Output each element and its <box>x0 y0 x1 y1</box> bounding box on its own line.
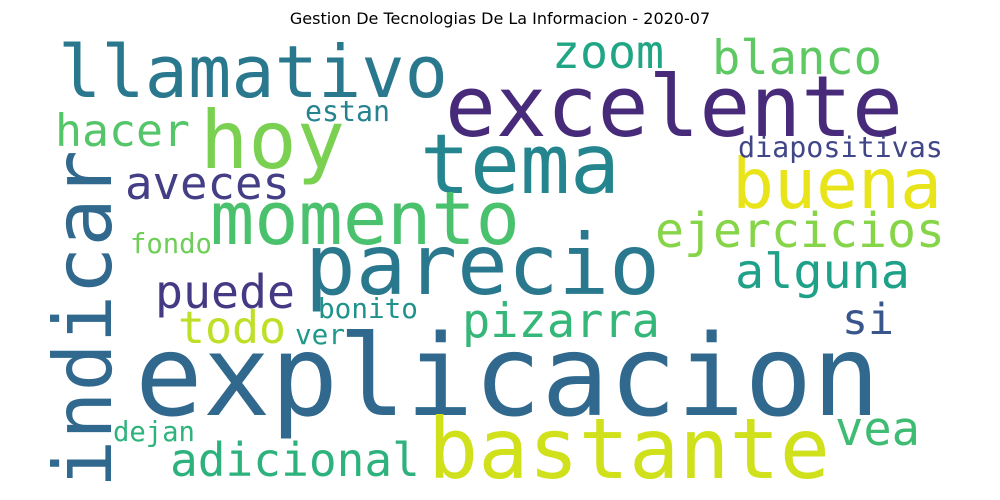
word-buena: buena <box>732 144 942 226</box>
word-zoom: zoom <box>552 24 664 79</box>
chart-title: Gestion De Tecnologias De La Informacion… <box>289 9 711 28</box>
word-puede: puede <box>155 264 295 319</box>
word-bastante: bastante <box>428 401 830 499</box>
word-explicacion: explicacion <box>135 310 880 442</box>
word-si: si <box>842 295 894 346</box>
word-vea: vea <box>835 402 920 458</box>
word-ver: ver <box>295 318 345 352</box>
word-tema: tema <box>420 116 620 214</box>
word-estan: estan <box>305 95 390 129</box>
word-dejan: dejan <box>113 417 195 449</box>
word-ejercicios: ejercicios <box>655 202 945 259</box>
word-todo: todo <box>178 300 286 354</box>
word-fondo: fondo <box>130 229 212 261</box>
word-llamativo: llamativo <box>58 29 448 114</box>
word-hoy: hoy <box>200 92 345 187</box>
word-aveces: aveces <box>125 157 290 211</box>
word-diapositivas: diapositivas <box>738 130 943 164</box>
word-hacer: hacer <box>55 103 190 157</box>
word-blanco: blanco <box>712 31 882 87</box>
word-pizarra: pizarra <box>462 293 660 349</box>
word-parecio: parecio <box>305 215 660 314</box>
word-bonito: bonito <box>318 292 418 326</box>
word-momento: momento <box>210 177 520 263</box>
word-adicional: adicional <box>170 432 420 487</box>
word-excelente: excelente <box>445 57 903 156</box>
word-alguna: alguna <box>735 243 910 300</box>
